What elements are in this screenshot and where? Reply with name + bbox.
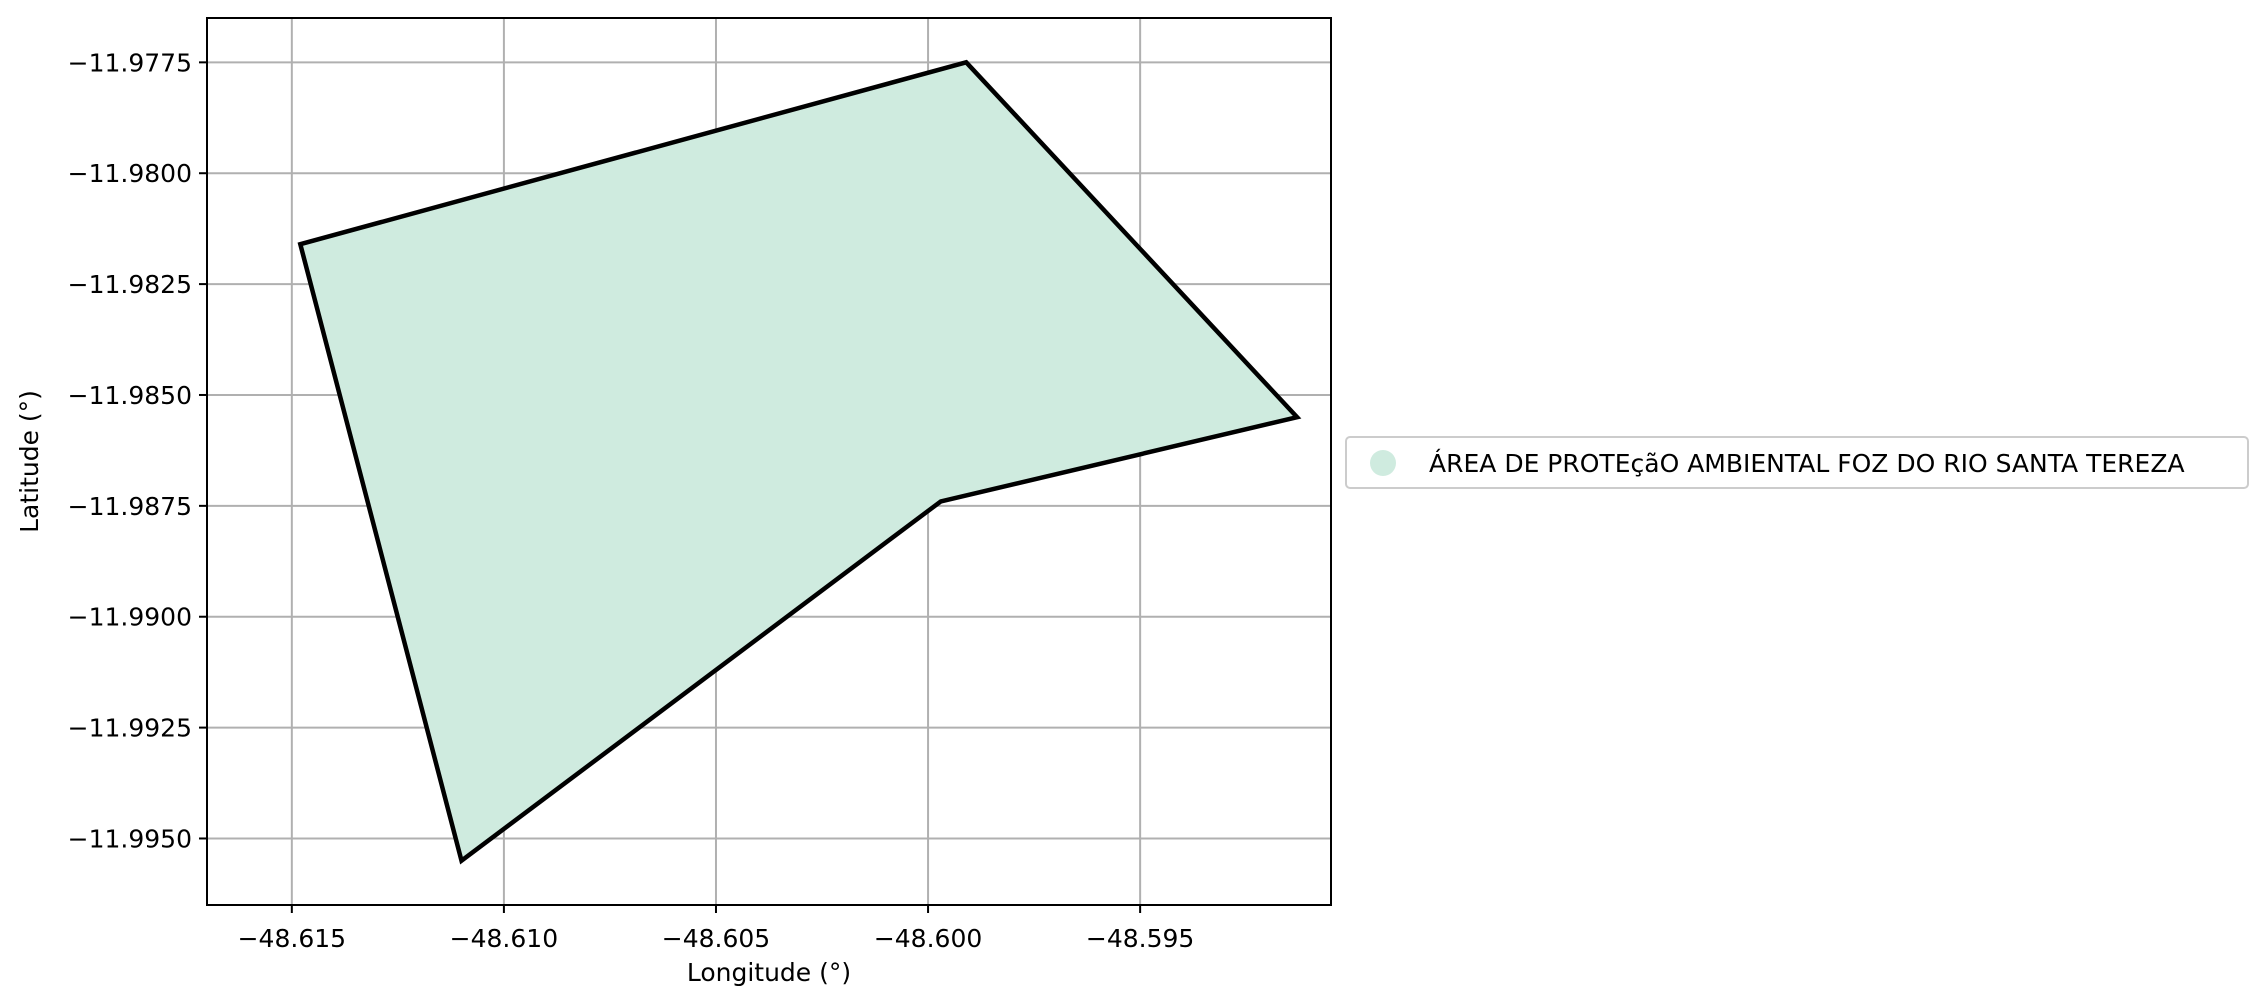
polygon-layer bbox=[297, 59, 1302, 865]
y-tick-label: −11.9850 bbox=[68, 381, 192, 410]
y-axis-label: Latitude (°) bbox=[15, 390, 44, 533]
y-tick-label: −11.9950 bbox=[68, 824, 192, 853]
plot-frame bbox=[206, 17, 1332, 906]
legend-label: ÁREA DE PROTEçãO AMBIENTAL FOZ DO RIO SA… bbox=[1429, 449, 2185, 478]
legend-marker bbox=[1370, 450, 1396, 476]
y-tick-label: −11.9775 bbox=[68, 48, 192, 77]
y-tick-label: −11.9875 bbox=[68, 492, 192, 521]
y-tick-label: −11.9825 bbox=[68, 270, 192, 299]
axis-ticks: −48.615 −48.610 −48.605 −48.600 −48.595 −11.9… bbox=[68, 48, 1195, 953]
x-axis-label: Longitude (°) bbox=[687, 958, 851, 987]
x-tick-label: −48.600 bbox=[874, 924, 982, 953]
protected-area-polygon bbox=[297, 59, 1302, 865]
x-tick-label: −48.605 bbox=[662, 924, 770, 953]
y-tick-label: −11.9800 bbox=[68, 159, 192, 188]
legend: ÁREA DE PROTEçãO AMBIENTAL FOZ DO RIO SA… bbox=[1345, 436, 2249, 489]
legend-box bbox=[1345, 436, 2249, 489]
x-tick-label: −48.610 bbox=[450, 924, 558, 953]
x-tick-label: −48.615 bbox=[238, 924, 346, 953]
x-tick-label: −48.595 bbox=[1086, 924, 1194, 953]
y-tick-label: −11.9925 bbox=[68, 714, 192, 743]
y-tick-label: −11.9900 bbox=[68, 603, 192, 632]
